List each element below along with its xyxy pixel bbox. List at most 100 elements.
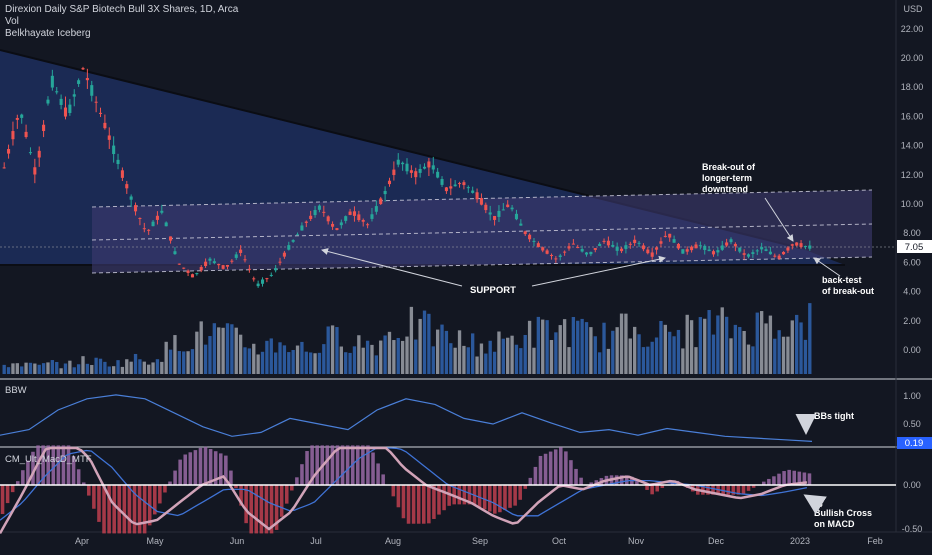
candle-body (349, 212, 352, 215)
volume-bars (3, 303, 812, 374)
candle-body (130, 196, 133, 199)
volume-bar (94, 358, 97, 374)
candle-body (392, 170, 395, 175)
price-tick-label: 22.00 (901, 24, 924, 34)
price-tick-label: 0.00 (903, 345, 921, 355)
macd-histogram-bar (21, 470, 25, 485)
candle-body (681, 249, 684, 253)
volume-bar (620, 314, 623, 374)
candle-body (664, 236, 667, 237)
volume-bar (278, 342, 281, 374)
candle-body (567, 246, 570, 248)
svg-text:Break-out of: Break-out of (702, 162, 756, 172)
volume-bar (528, 321, 531, 374)
volume-bar (467, 347, 470, 374)
candle-body (616, 247, 619, 251)
symbol-title[interactable]: Direxion Daily S&P Biotech Bull 3X Share… (5, 4, 238, 16)
volume-bar (489, 341, 492, 374)
candle-body (594, 248, 597, 250)
macd-histogram-bar (513, 485, 517, 506)
volume-bar (261, 352, 264, 374)
svg-text:on MACD: on MACD (814, 519, 855, 529)
candle-body (708, 250, 711, 251)
volume-bar (24, 363, 27, 374)
volume-indicator-label[interactable]: Vol (5, 16, 238, 28)
macd-histogram-bar (529, 478, 533, 485)
volume-bar (681, 348, 684, 374)
candle-body (554, 258, 557, 259)
macd-histogram-bar (493, 485, 497, 514)
volume-bar (664, 325, 667, 374)
price-tick-label: 10.00 (901, 199, 924, 209)
candle-body (445, 187, 448, 191)
macd-histogram-bar (52, 445, 56, 485)
candle-body (410, 170, 413, 173)
price-tick-label: 2.00 (903, 316, 921, 326)
macd-histogram-bar (305, 451, 309, 485)
currency-label: USD (903, 4, 923, 14)
volume-bar (580, 319, 583, 374)
macd-histogram-bar (747, 485, 751, 491)
candle-body (305, 222, 308, 223)
candle-body (327, 216, 330, 221)
price-axis[interactable]: 22.0020.0018.0016.0014.0012.0010.008.006… (901, 24, 924, 534)
volume-bar (506, 338, 509, 374)
candle-body (778, 256, 781, 259)
volume-bar (221, 328, 224, 374)
macd-histogram-bar (346, 445, 350, 485)
volume-bar (362, 348, 365, 374)
macd-histogram-bar (341, 445, 345, 485)
time-tick-label: Jun (230, 536, 245, 546)
time-tick-label: Jul (310, 536, 322, 546)
volume-bar (55, 362, 58, 374)
volume-bar (73, 367, 76, 374)
candle-body (550, 255, 553, 256)
candle-body (462, 182, 465, 185)
candle-body (642, 245, 645, 249)
volume-bar (707, 310, 710, 374)
volume-bar (786, 337, 789, 374)
candle-body (563, 252, 566, 253)
volume-bar (405, 337, 408, 374)
macd-histogram-bar (62, 445, 66, 485)
macd-histogram-bar (564, 451, 568, 485)
macd-histogram-bar (808, 473, 812, 485)
candle-body (309, 216, 312, 219)
candle-body (677, 244, 680, 249)
volume-bar (81, 356, 84, 374)
price-tick-label: 12.00 (901, 170, 924, 180)
candle-body (77, 80, 80, 84)
candle-body (379, 198, 382, 204)
iceberg-indicator-label[interactable]: Belkhayate Iceberg (5, 28, 238, 40)
volume-bar (64, 363, 67, 374)
svg-text:longer-term: longer-term (702, 173, 752, 183)
candle-body (686, 249, 689, 251)
candle-body (743, 253, 746, 255)
volume-bar (449, 343, 452, 374)
macd-histogram-bar (407, 485, 411, 524)
macd-histogram-bar (397, 485, 401, 507)
candle-body (537, 243, 540, 247)
candle-body (497, 211, 500, 217)
volume-bar (572, 317, 575, 374)
macd-histogram-bar (77, 469, 81, 485)
volume-bar (397, 338, 400, 374)
volume-bar (703, 319, 706, 374)
volume-bar (86, 364, 89, 374)
volume-bar (480, 344, 483, 374)
candle-body (484, 205, 487, 210)
candle-body (524, 231, 527, 234)
volume-bar (116, 360, 119, 374)
volume-bar (410, 307, 413, 374)
volume-bar (108, 367, 111, 374)
volume-bar (432, 346, 435, 374)
volume-bar (99, 359, 102, 374)
volume-bar (256, 354, 259, 374)
candle-body (187, 271, 190, 273)
macd-histogram-bar (92, 485, 96, 509)
volume-bar (125, 359, 128, 374)
macd-histogram-bar (280, 485, 284, 517)
candle-body (764, 249, 767, 251)
